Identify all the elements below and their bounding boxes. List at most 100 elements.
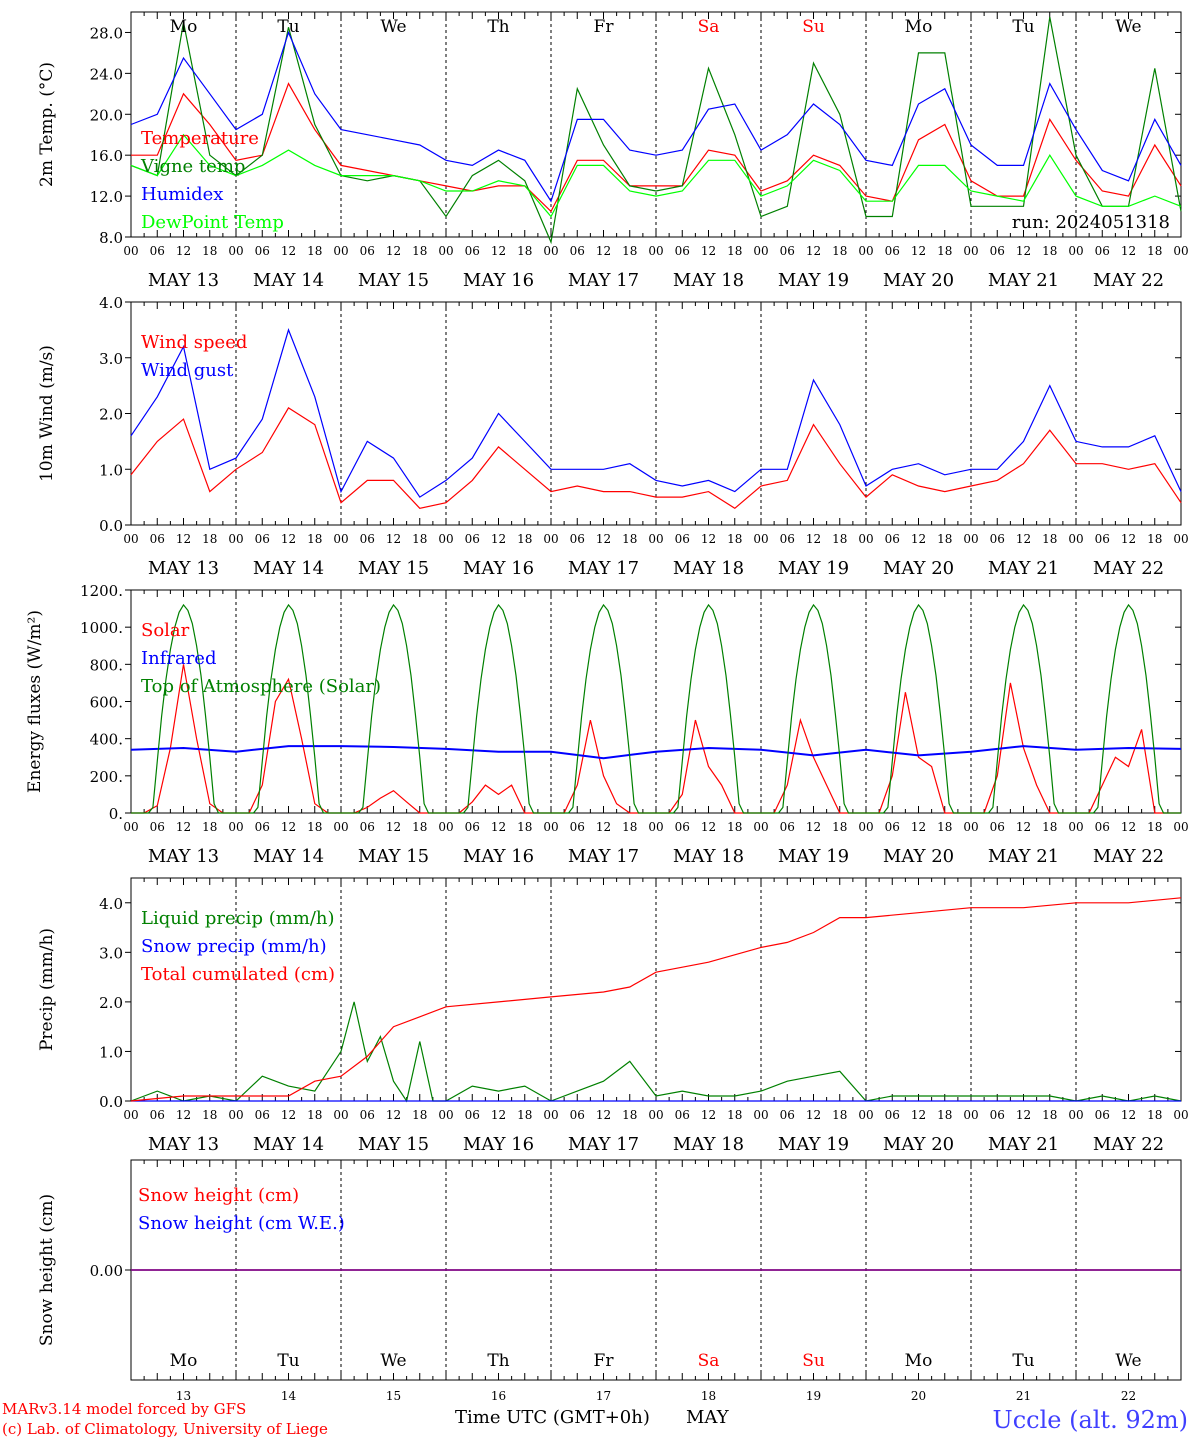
- date-label: MAY 21: [988, 558, 1059, 579]
- panels: 8.0 12.0 16.0 20.0 24.0 28.0 2m Temp. (°C) Temp…: [25, 11, 1189, 1403]
- date-label: MAY 22: [1093, 558, 1164, 579]
- hour-tick-label: 00: [648, 820, 663, 834]
- hour-tick-label: 00: [1068, 1108, 1083, 1122]
- hour-tick-label: 18: [937, 820, 952, 834]
- day-label: Su: [802, 17, 825, 37]
- y-tick-label: 1000.: [80, 619, 123, 637]
- hour-tick-label: 06: [570, 532, 585, 546]
- legend-entry: Infrared: [141, 648, 216, 669]
- panel-1: [125, 11, 1182, 245]
- hour-tick-label: 12: [701, 1108, 716, 1122]
- hour-tick-label: 06: [1095, 1108, 1110, 1122]
- y-tick-label: 200.: [90, 768, 123, 786]
- hour-tick-label: 12: [176, 244, 191, 258]
- hour-tick-label: 00: [858, 820, 873, 834]
- plot-frame: [130, 301, 1182, 526]
- day-number: 17: [596, 1389, 611, 1403]
- day-label: Mo: [170, 17, 198, 37]
- hour-tick-label: 18: [202, 244, 217, 258]
- hour-tick-label: 00: [333, 1108, 348, 1122]
- hour-tick-label: 06: [675, 244, 690, 258]
- hour-tick-label: 12: [596, 244, 611, 258]
- hour-tick-label: 12: [491, 820, 506, 834]
- day-label: Mo: [170, 1351, 198, 1371]
- run-label: run: 2024051318: [1012, 212, 1170, 233]
- hour-tick-label: 06: [675, 820, 690, 834]
- hour-tick-label: 00: [858, 532, 873, 546]
- date-label: MAY 17: [568, 270, 639, 291]
- panel-3: [125, 589, 1182, 814]
- y-tick-label: 1.0: [99, 461, 123, 479]
- hour-tick-label: 12: [596, 1108, 611, 1122]
- date-label: MAY 19: [778, 558, 849, 579]
- hour-tick-label: 06: [360, 244, 375, 258]
- date-label: MAY 22: [1093, 846, 1164, 867]
- hour-tick-label: 18: [202, 532, 217, 546]
- day-label: Fr: [594, 17, 615, 37]
- hour-tick-label: 18: [412, 1108, 427, 1122]
- date-label: MAY 19: [778, 846, 849, 867]
- y-tick-label: 28.0: [90, 24, 123, 42]
- hour-tick-label: 18: [727, 244, 742, 258]
- hour-tick-label: 00: [228, 1108, 243, 1122]
- hour-tick-label: 00: [1173, 532, 1188, 546]
- legend-entry: Wind gust: [141, 360, 234, 381]
- hour-tick-label: 18: [832, 820, 847, 834]
- date-label: MAY 13: [148, 846, 219, 867]
- hour-tick-label: 00: [1068, 820, 1083, 834]
- date-label: MAY 17: [568, 558, 639, 579]
- day-number: 21: [1016, 1389, 1031, 1403]
- hour-tick-label: 18: [202, 820, 217, 834]
- hour-tick-label: 00: [228, 532, 243, 546]
- date-label: MAY 22: [1093, 1134, 1164, 1155]
- hour-tick-label: 06: [255, 532, 270, 546]
- series-line-wind-speed: [130, 407, 1182, 510]
- hour-tick-label: 12: [1121, 532, 1136, 546]
- hour-tick-label: 06: [465, 1108, 480, 1122]
- hour-tick-label: 18: [202, 1108, 217, 1122]
- panel-4: [125, 877, 1182, 1103]
- hour-tick-label: 12: [281, 820, 296, 834]
- y-tick-label: 20.0: [90, 106, 123, 124]
- date-label: MAY 18: [673, 1134, 744, 1155]
- date-label: MAY 20: [883, 558, 954, 579]
- day-label: Th: [487, 17, 509, 37]
- y-tick-label: 600.: [90, 694, 123, 712]
- date-label: MAY 13: [148, 270, 219, 291]
- hour-tick-label: 00: [858, 244, 873, 258]
- legend-entry: Vigne temp: [140, 156, 245, 177]
- legend-entry: DewPoint Temp: [141, 212, 284, 233]
- hour-tick-label: 12: [386, 532, 401, 546]
- day-label: Th: [487, 1351, 509, 1371]
- legend-entry: Snow height (cm W.E.): [138, 1213, 345, 1234]
- hour-tick-label: 18: [1042, 532, 1057, 546]
- legend-entry: Top of Atmosphere (Solar): [141, 676, 381, 697]
- hour-tick-label: 12: [491, 532, 506, 546]
- date-label: MAY 18: [673, 270, 744, 291]
- hour-tick-label: 00: [648, 1108, 663, 1122]
- series-line-humidex: [130, 30, 1182, 203]
- day-label: Mo: [905, 17, 933, 37]
- hour-tick-label: 00: [123, 244, 138, 258]
- panel-2: [125, 301, 1182, 526]
- hour-tick-label: 12: [386, 244, 401, 258]
- hour-tick-label: 12: [281, 532, 296, 546]
- date-label: MAY 18: [673, 846, 744, 867]
- day-label: We: [1115, 17, 1141, 37]
- hour-tick-label: 00: [123, 820, 138, 834]
- hour-tick-label: 18: [622, 820, 637, 834]
- hour-tick-label: 18: [1147, 1108, 1162, 1122]
- y-tick-label: 1.0: [99, 1043, 123, 1061]
- date-label: MAY 15: [358, 1134, 429, 1155]
- date-label: MAY 21: [988, 846, 1059, 867]
- hour-tick-label: 12: [1016, 244, 1031, 258]
- day-label: Tu: [1012, 1351, 1034, 1371]
- hour-tick-label: 18: [307, 532, 322, 546]
- series-line-dewpoint-temp: [130, 133, 1182, 218]
- hour-tick-label: 00: [753, 1108, 768, 1122]
- hour-tick-label: 12: [1121, 820, 1136, 834]
- hour-tick-label: 12: [176, 1108, 191, 1122]
- y-tick-label: 2.0: [99, 406, 123, 424]
- day-label: Su: [802, 1351, 825, 1371]
- date-label: MAY 14: [253, 558, 324, 579]
